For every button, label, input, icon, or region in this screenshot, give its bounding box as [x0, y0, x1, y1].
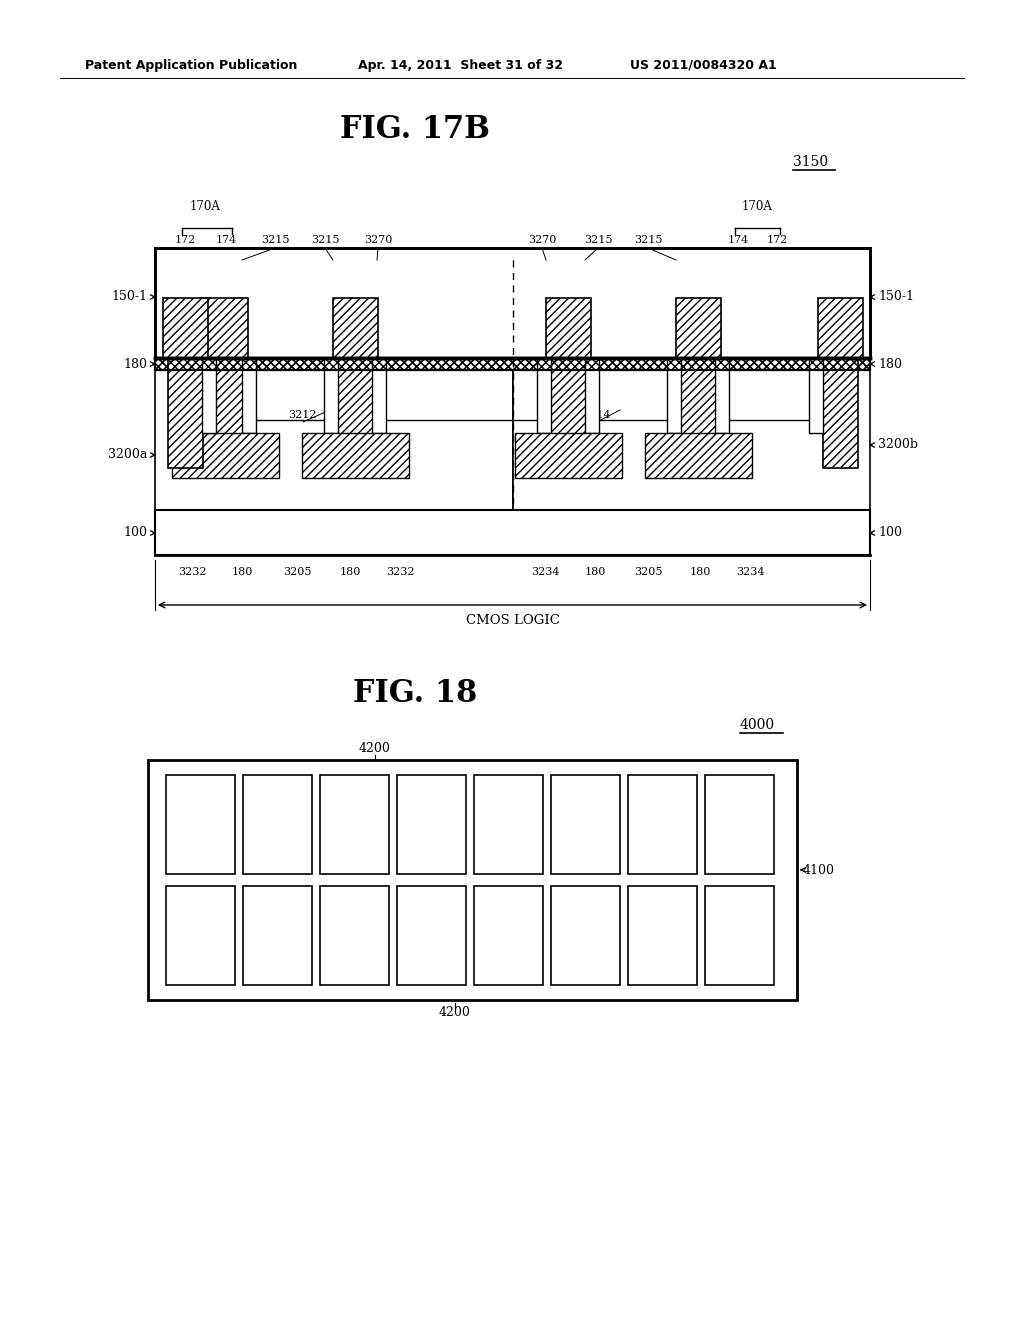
Text: Patent Application Publication: Patent Application Publication	[85, 58, 297, 71]
Text: 4000: 4000	[740, 718, 775, 733]
Bar	[676, 298, 721, 358]
Bar	[585, 358, 599, 433]
Bar	[809, 358, 823, 433]
Text: 3205: 3205	[634, 568, 663, 577]
Text: 172: 172	[174, 235, 196, 246]
Text: 180: 180	[231, 568, 253, 577]
Text: 180: 180	[878, 358, 902, 371]
Text: 3215: 3215	[310, 235, 339, 246]
Bar	[148, 760, 797, 1001]
Bar	[155, 358, 870, 370]
Bar	[546, 298, 591, 358]
Text: Apr. 14, 2011  Sheet 31 of 32: Apr. 14, 2011 Sheet 31 of 32	[358, 58, 563, 71]
Text: 174: 174	[215, 235, 237, 246]
Bar	[397, 775, 466, 874]
Bar	[319, 775, 389, 874]
Text: 3215: 3215	[634, 235, 663, 246]
Bar	[551, 886, 620, 985]
Text: 4200: 4200	[439, 1006, 471, 1019]
Bar	[324, 358, 338, 433]
Bar	[513, 370, 870, 510]
Text: 150-1: 150-1	[111, 290, 147, 304]
Bar	[667, 358, 681, 433]
Bar	[243, 886, 312, 985]
Bar	[155, 510, 870, 554]
Bar	[372, 358, 386, 433]
Bar	[319, 886, 389, 985]
Bar	[715, 358, 729, 433]
Text: 3270: 3270	[364, 235, 392, 246]
Bar	[397, 886, 466, 985]
Bar	[628, 775, 697, 874]
Text: 3234: 3234	[530, 568, 559, 577]
Bar	[243, 775, 312, 874]
Bar	[242, 358, 256, 433]
Bar	[474, 775, 543, 874]
Text: 170A: 170A	[741, 199, 772, 213]
Bar	[155, 248, 870, 358]
Text: 3214: 3214	[582, 411, 610, 420]
Bar	[818, 298, 863, 358]
Text: 3215: 3215	[261, 235, 289, 246]
Text: 180: 180	[123, 358, 147, 371]
Text: 3212: 3212	[288, 411, 316, 420]
Bar	[551, 358, 586, 469]
Text: 3232: 3232	[178, 568, 206, 577]
Bar	[705, 775, 774, 874]
Text: 100: 100	[123, 527, 147, 540]
Text: 3232: 3232	[386, 568, 415, 577]
Text: 180: 180	[339, 568, 360, 577]
Text: 4200: 4200	[359, 742, 391, 755]
Bar	[155, 358, 870, 370]
Bar	[705, 886, 774, 985]
Text: 3234: 3234	[736, 568, 764, 577]
Bar	[628, 886, 697, 985]
Bar	[645, 433, 752, 478]
Bar	[172, 433, 279, 478]
Text: 180: 180	[689, 568, 711, 577]
Bar	[823, 358, 858, 469]
Bar	[163, 298, 208, 358]
Text: 3200a: 3200a	[108, 449, 147, 462]
Bar	[166, 886, 234, 985]
Text: CMOS LOGIC: CMOS LOGIC	[466, 615, 559, 627]
Bar	[166, 775, 234, 874]
Text: 4100: 4100	[803, 863, 835, 876]
Bar	[208, 358, 243, 469]
Bar	[333, 298, 378, 358]
Text: 3270: 3270	[527, 235, 556, 246]
Text: 100: 100	[878, 527, 902, 540]
Bar	[155, 370, 513, 510]
Text: 170A: 170A	[189, 199, 220, 213]
Text: 180: 180	[585, 568, 605, 577]
Text: 3215: 3215	[584, 235, 612, 246]
Bar	[681, 358, 716, 469]
Bar	[537, 358, 551, 433]
Text: 150-1: 150-1	[878, 290, 914, 304]
Text: 3200b: 3200b	[878, 438, 918, 451]
Bar	[202, 358, 216, 433]
Bar	[515, 433, 622, 478]
Text: FIG. 17B: FIG. 17B	[340, 115, 489, 145]
Text: FIG. 18: FIG. 18	[353, 677, 477, 709]
Bar	[302, 433, 409, 478]
Text: 3205: 3205	[283, 568, 311, 577]
Text: 174: 174	[727, 235, 749, 246]
Text: 172: 172	[766, 235, 787, 246]
Text: US 2011/0084320 A1: US 2011/0084320 A1	[630, 58, 777, 71]
Text: 3150: 3150	[793, 154, 828, 169]
Bar	[474, 886, 543, 985]
Bar	[551, 775, 620, 874]
Bar	[338, 358, 373, 469]
Bar	[203, 298, 248, 358]
Bar	[194, 358, 208, 433]
Bar	[168, 358, 203, 469]
